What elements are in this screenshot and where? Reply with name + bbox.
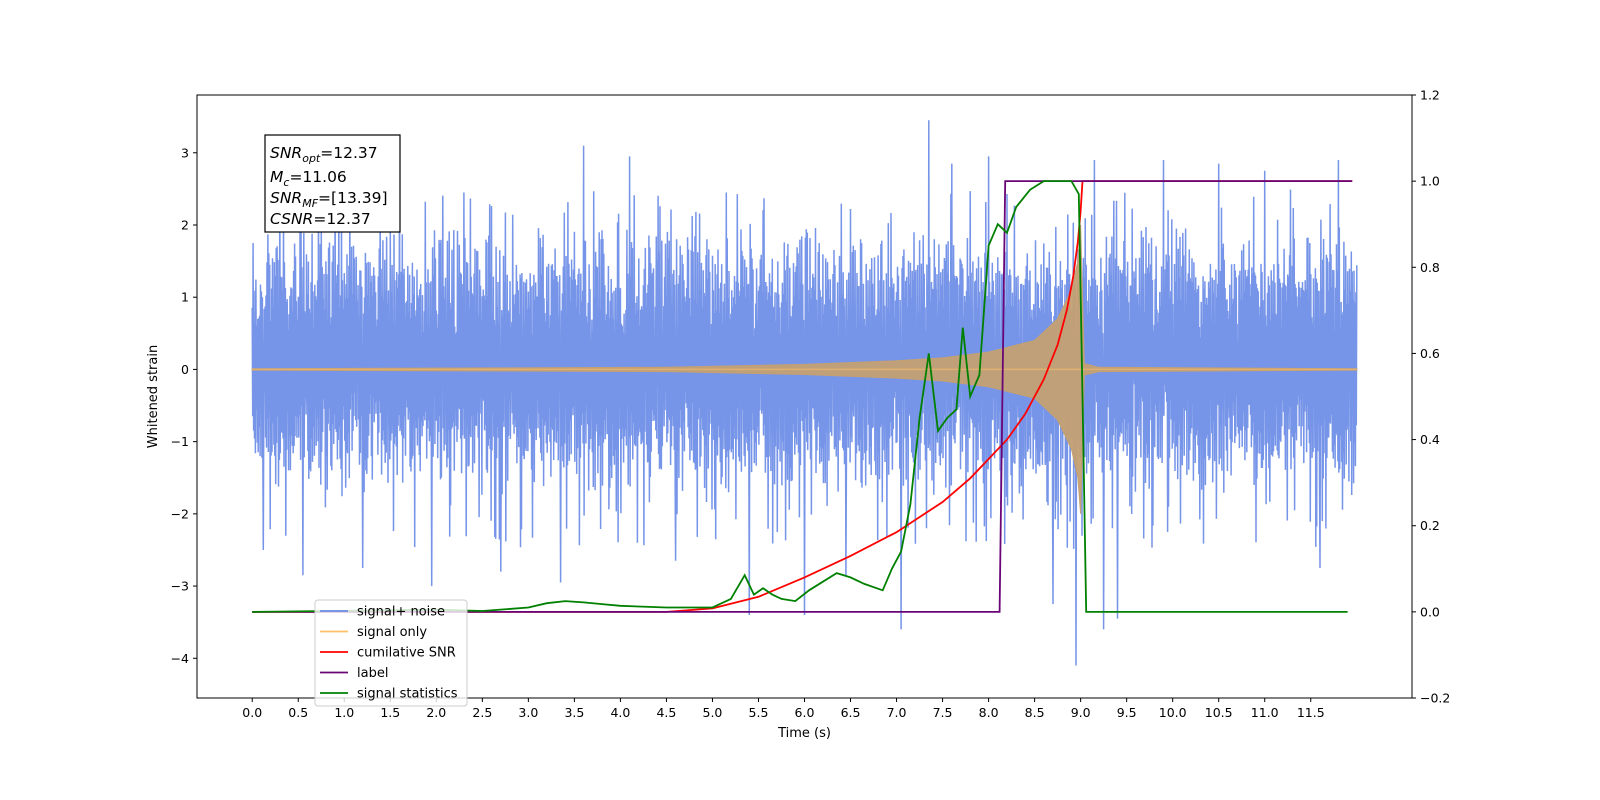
x-tick-label: 10.5	[1205, 705, 1233, 720]
y-tick-label: −2	[171, 506, 189, 521]
legend: signal+ noise signal only cumilative SNR la…	[314, 599, 468, 707]
y2-tick-label: 1.0	[1420, 174, 1440, 189]
legend-label: signal statistics	[357, 687, 458, 702]
x-tick-label: 1.0	[334, 705, 354, 720]
y2-tick-label: 0.4	[1420, 432, 1440, 447]
csnr-annotation: CSNR=12.37	[270, 210, 371, 228]
y-tick-label: −3	[171, 579, 189, 594]
y2-tick-label: −0.2	[1420, 691, 1450, 706]
x-tick-label: 5.5	[749, 705, 769, 720]
y-tick-label: 1	[181, 290, 189, 305]
x-tick-label: 8.5	[1025, 705, 1045, 720]
x-axis-label: Time (s)	[777, 726, 831, 741]
y-tick-label: 2	[181, 217, 189, 232]
x-tick-label: 0.0	[242, 705, 262, 720]
snr-opt-annotation: SNRopt=12.37	[270, 144, 378, 165]
y-axis-label: Whitened strain	[146, 345, 161, 448]
y2-tick-label: 0.0	[1420, 604, 1440, 619]
x-axis-ticks: 0.0 0.5 1.0 1.5 2.0 2.5 3.0 3.5 4.0 4.5 5.0 5.5 6.0 6…	[242, 698, 1325, 720]
y2-tick-label: 0.8	[1420, 260, 1440, 275]
x-tick-label: 5.0	[703, 705, 723, 720]
x-tick-label: 10.0	[1159, 705, 1187, 720]
y-tick-label: −1	[171, 434, 189, 449]
y-axis-ticks: −4 −3 −2 −1 0 1 2 3	[171, 145, 197, 666]
legend-label: label	[357, 666, 388, 681]
x-tick-label: 8.0	[979, 705, 999, 720]
x-tick-label: 9.5	[1117, 705, 1137, 720]
legend-label: cumilative SNR	[357, 646, 456, 661]
x-tick-label: 6.0	[795, 705, 815, 720]
y-tick-label: 0	[181, 362, 189, 377]
snr-mf-annotation: SNRMF=[13.39]	[270, 189, 388, 210]
x-tick-label: 7.5	[933, 705, 953, 720]
x-tick-label: 7.0	[887, 705, 907, 720]
x-tick-label: 2.5	[472, 705, 492, 720]
x-tick-label: 6.5	[841, 705, 861, 720]
right-axis-series-layer	[252, 180, 1353, 613]
mc-annotation: Mc=11.06	[270, 168, 347, 189]
label-line	[252, 180, 1353, 613]
legend-label: signal+ noise	[357, 605, 445, 620]
x-tick-label: 3.0	[518, 705, 538, 720]
y-tick-label: −4	[171, 651, 189, 666]
y2-tick-label: 0.2	[1420, 518, 1440, 533]
signal-noise-layer	[251, 120, 1358, 666]
signal-statistics-line	[252, 180, 1348, 613]
x-tick-label: 11.5	[1297, 705, 1325, 720]
x-tick-label: 9.0	[1071, 705, 1091, 720]
cumilative-snr-line	[252, 180, 1353, 613]
plot-area	[251, 120, 1358, 666]
x-tick-label: 3.5	[564, 705, 584, 720]
x-tick-label: 0.5	[288, 705, 308, 720]
legend-label: signal only	[357, 625, 427, 640]
metrics-annotation-box: SNRopt=12.37 Mc=11.06 SNRMF=[13.39] CSNR…	[264, 134, 401, 233]
y2-tick-label: 0.6	[1420, 346, 1440, 361]
y2-axis-ticks: −0.2 0.0 0.2 0.4 0.6 0.8 1.0 1.2	[1412, 88, 1450, 706]
x-tick-label: 4.0	[610, 705, 630, 720]
y2-tick-label: 1.2	[1420, 88, 1440, 103]
x-tick-label: 11.0	[1251, 705, 1279, 720]
x-tick-label: 1.5	[380, 705, 400, 720]
x-tick-label: 4.5	[656, 705, 676, 720]
x-tick-label: 2.0	[426, 705, 446, 720]
y-tick-label: 3	[181, 145, 189, 160]
signal-noise-line	[251, 120, 1358, 666]
